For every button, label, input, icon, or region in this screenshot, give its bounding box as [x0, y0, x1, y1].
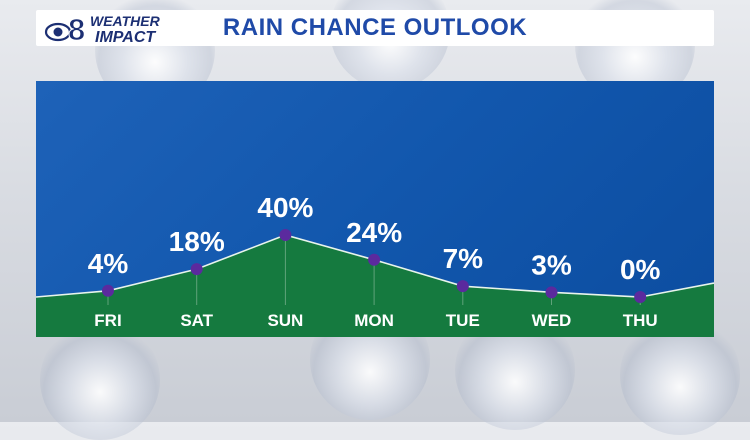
x-tick-mon: MON [354, 311, 394, 330]
rain-chance-chart: 4% FRI 18% SAT 40% SUN 24% MON 7% TUE 3% WED 0% THU [36, 192, 714, 337]
data-point-wed [545, 286, 558, 299]
data-label-sat: 18% [169, 226, 225, 257]
x-tick-tue: TUE [446, 311, 480, 330]
data-point-tue [456, 280, 469, 293]
data-label-thu: 0% [620, 254, 661, 285]
data-label-wed: 3% [531, 249, 572, 280]
data-label-fri: 4% [88, 248, 129, 279]
x-tick-sun: SUN [267, 311, 303, 330]
raindrop-decoration [40, 320, 160, 440]
data-point-sun [279, 229, 292, 241]
data-label-tue: 7% [443, 243, 484, 274]
data-point-mon [368, 253, 381, 266]
logo-weather-text: WEATHER [90, 13, 161, 29]
logo-number: 8 [68, 12, 85, 45]
data-point-thu [634, 291, 647, 303]
x-tick-sat: SAT [180, 311, 213, 330]
header-bar [36, 10, 714, 46]
logo-impact-text: IMPACT [95, 29, 156, 45]
data-point-sat [190, 263, 203, 276]
x-tick-wed: WED [532, 311, 572, 330]
data-point-fri [102, 284, 114, 297]
x-tick-fri: FRI [94, 311, 121, 330]
rain-area-fill [36, 235, 714, 337]
page-title: RAIN CHANCE OUTLOOK [222, 14, 528, 41]
data-label-sun: 40% [257, 192, 313, 223]
station-logo: 8 WEATHER IMPACT [44, 12, 161, 45]
chart-panel: 4% FRI 18% SAT 40% SUN 24% MON 7% TUE 3% WED 0% THU [36, 81, 714, 337]
x-tick-thu: THU [623, 311, 658, 330]
cbs-eye-icon [44, 22, 72, 42]
data-label-mon: 24% [346, 217, 402, 248]
